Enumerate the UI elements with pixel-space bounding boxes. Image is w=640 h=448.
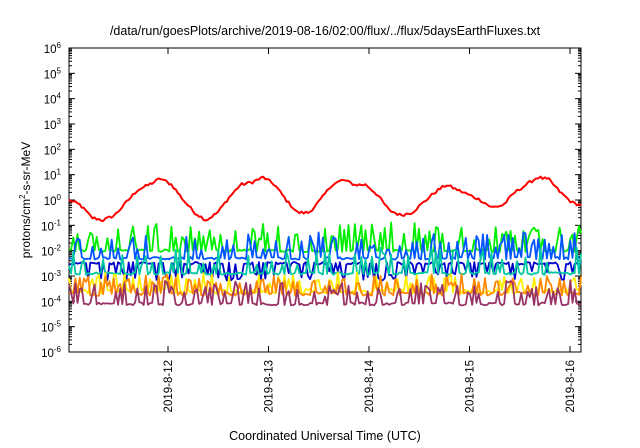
y-tick-label: 102 xyxy=(44,142,62,157)
y-tick-label: 10-5 xyxy=(41,320,61,335)
y-tick-label: 10-2 xyxy=(41,244,61,259)
series-layer xyxy=(68,175,582,307)
y-tick-label: 10-4 xyxy=(41,294,61,309)
series-line-8 xyxy=(68,279,582,307)
y-tick-label: 106 xyxy=(44,41,62,56)
series-line-5 xyxy=(68,246,582,276)
series-line-1 xyxy=(68,175,582,223)
chart-title: /data/run/goesPlots/archive/2019-08-16/0… xyxy=(110,24,541,38)
x-tick-label: 2019-8-12 xyxy=(163,360,175,412)
y-tick-label: 105 xyxy=(44,66,62,81)
y-axis: 10-6 10-5 10-4 10-3 10-2 10-1 100 101 102 103 104 1… xyxy=(41,41,581,360)
y-tick-label: 101 xyxy=(44,168,62,183)
y-tick-label: 104 xyxy=(44,92,62,107)
x-tick-label: 2019-8-16 xyxy=(565,360,577,412)
y-tick-label: 10-1 xyxy=(41,218,61,233)
x-tick-label: 2019-8-15 xyxy=(465,360,477,412)
plot-frame xyxy=(68,47,582,353)
series-line-4 xyxy=(68,261,582,283)
x-axis-label: Coordinated Universal Time (UTC) xyxy=(229,429,421,443)
y-tick-label: 10-3 xyxy=(41,269,61,284)
x-tick-label: 2019-8-14 xyxy=(364,359,376,412)
y-tick-label: 100 xyxy=(44,193,62,208)
series-line-2 xyxy=(68,221,582,253)
y-tick-label: 103 xyxy=(44,117,62,132)
y-tick-label: 10-6 xyxy=(41,345,61,360)
x-tick-label: 2019-8-13 xyxy=(264,360,276,412)
y-axis-label: protons/cm2-s-sr-MeV xyxy=(18,142,33,258)
x-axis: 2019-8-12 2019-8-13 2019-8-14 2019-8-15 2019… xyxy=(163,48,577,412)
